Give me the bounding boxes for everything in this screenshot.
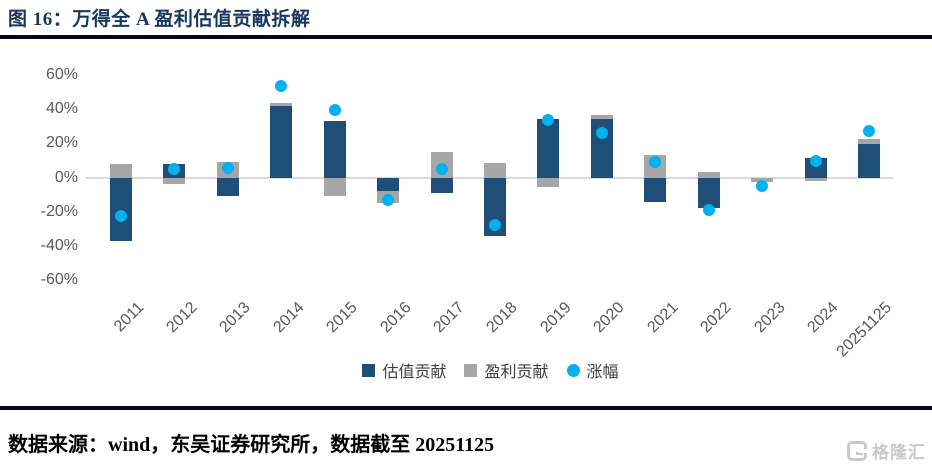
profit-bar-2011: [110, 163, 132, 178]
title-rule: [0, 35, 932, 39]
x-label-2015: 2015: [323, 299, 361, 337]
x-label-2023: 2023: [751, 299, 789, 337]
valuation-bar-2022: [697, 177, 720, 208]
y-tick-20%: 20%: [45, 134, 78, 152]
x-label-2012: 2012: [163, 299, 201, 337]
profit-bar-2014: [270, 103, 293, 106]
y-tick-40%: 40%: [45, 100, 78, 118]
change-dot-2021: [649, 156, 662, 169]
profit-legend-marker: [464, 363, 478, 377]
footer-rule: [0, 406, 932, 410]
valuation-bar-2013: [216, 177, 239, 197]
gelonghui-logo-icon: [847, 440, 867, 461]
figure-title: 图 16：万得全 A 盈利估值贡献拆解: [8, 9, 311, 30]
x-label-2020: 2020: [590, 299, 628, 337]
legend-label-change: 涨幅: [586, 364, 619, 381]
valuation-bar-2014: [270, 105, 293, 178]
watermark-text: 格隆汇: [872, 443, 926, 462]
y-tick-0%: 0%: [54, 168, 78, 186]
y-tick--20%: -20%: [40, 202, 78, 220]
x-label-2019: 2019: [537, 299, 575, 337]
profit-bar-2012: [163, 177, 186, 185]
y-tick--40%: -40%: [40, 237, 78, 254]
legend-item-profit: 盈利贡献: [464, 358, 549, 382]
legend-item-valuation: 估值贡献: [362, 358, 446, 382]
change-dot-2024: [809, 154, 822, 167]
change-dot-2013: [221, 162, 234, 175]
x-label-2024: 2024: [804, 299, 842, 337]
valuation-bar-2021: [644, 177, 667, 203]
valuation-bar-2011: [110, 177, 132, 241]
valuation-bar-2019: [537, 119, 560, 178]
change-dot-2017: [435, 163, 448, 176]
chart-legend: 估值贡献 盈利贡献 涨幅: [88, 358, 893, 382]
watermark: 格隆汇: [847, 438, 926, 463]
profit-bar-2018: [484, 163, 506, 178]
x-label-2011: 2011: [110, 299, 148, 336]
change-dot-20251125: [863, 125, 876, 138]
valuation-legend-marker: [362, 363, 376, 377]
change-dot-2012: [168, 163, 181, 176]
profit-bar-2015: [323, 177, 346, 197]
change-dot-2023: [756, 180, 769, 193]
valuation-bar-2017: [430, 177, 453, 193]
x-label-20251125: 20251125: [833, 299, 896, 361]
x-label-2013: 2013: [216, 299, 254, 337]
valuation-bar-2016: [377, 177, 400, 192]
profit-bar-2024: [804, 177, 827, 181]
legend-label-profit: 盈利贡献: [484, 364, 549, 381]
valuation-bar-20251125: [858, 144, 881, 178]
profit-bar-2020: [590, 115, 613, 120]
change-dot-2016: [382, 193, 395, 206]
x-label-2017: 2017: [430, 299, 468, 337]
y-tick-60%: 60%: [45, 66, 78, 83]
x-label-2018: 2018: [483, 299, 522, 337]
change-dot-2011: [115, 210, 127, 223]
y-tick--60%: -60%: [40, 271, 78, 289]
change-dot-2018: [489, 219, 501, 232]
change-dot-2019: [542, 114, 555, 127]
x-label-2021: 2021: [644, 299, 682, 337]
x-label-2014: 2014: [270, 299, 308, 337]
x-label-2022: 2022: [697, 299, 735, 337]
valuation-bar-2015: [323, 121, 346, 178]
profit-bar-20251125: [858, 139, 881, 145]
profit-bar-2019: [537, 177, 560, 187]
x-label-2016: 2016: [376, 299, 415, 337]
valuation-bar-2023: [751, 177, 774, 179]
change-dot-2015: [328, 104, 341, 117]
change-dot-2022: [702, 204, 715, 217]
legend-label-valuation: 估值贡献: [382, 364, 447, 381]
profit-bar-2022: [697, 172, 720, 178]
source-note: 数据来源：wind，东吴证券研究所，数据截至 20251125: [8, 434, 495, 456]
change-dot-2014: [275, 80, 288, 93]
change-legend-marker: [566, 363, 580, 377]
legend-item-change: 涨幅: [566, 358, 619, 382]
change-dot-2020: [595, 127, 608, 140]
